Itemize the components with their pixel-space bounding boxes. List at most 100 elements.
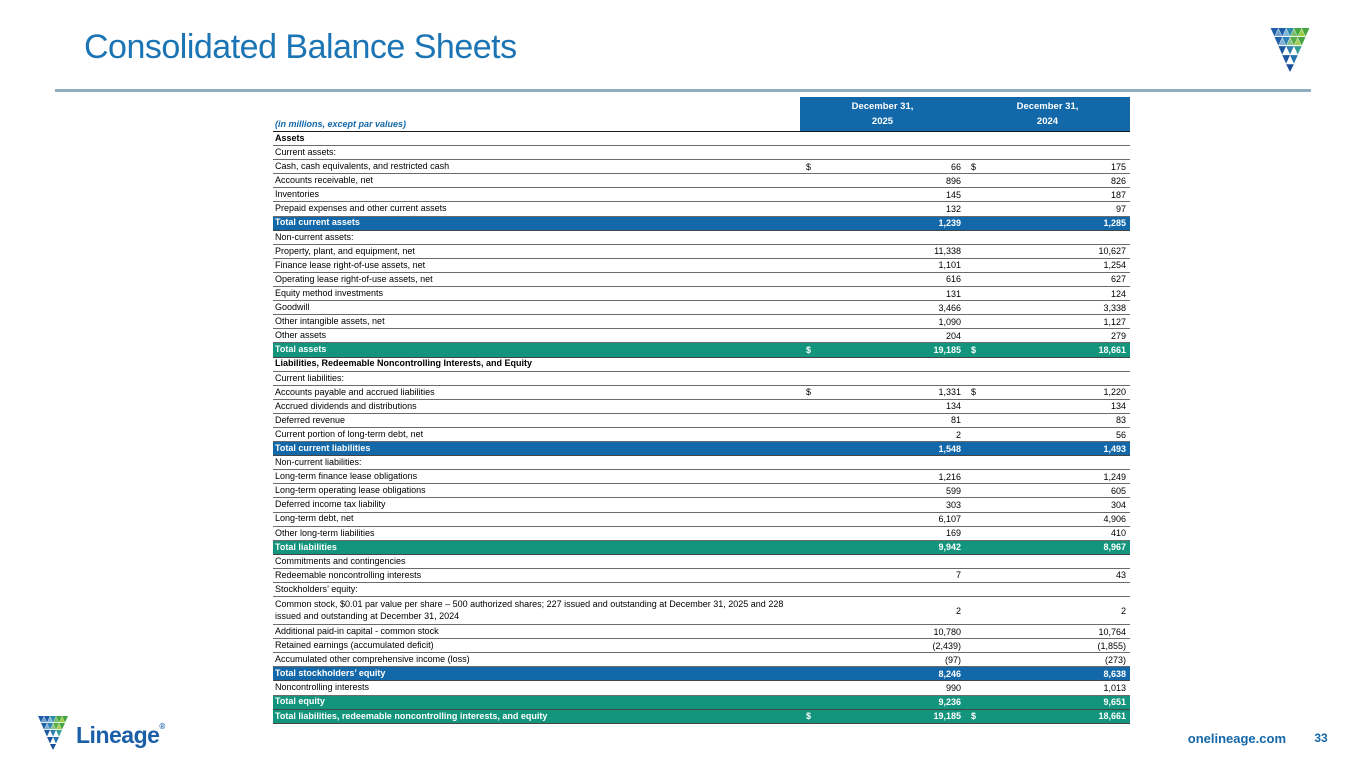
value-number: 303: [945, 499, 961, 510]
value-2024: 124: [965, 289, 1130, 299]
value-2024: $18,661: [965, 711, 1130, 721]
row-label: Total liabilities, redeemable noncontrol…: [275, 710, 548, 721]
value-2024: (273): [965, 655, 1130, 665]
value-2025: 145: [800, 190, 965, 200]
row-label: Deferred revenue: [275, 414, 346, 425]
table-row: Cash, cash equivalents, and restricted c…: [273, 160, 1130, 175]
row-label: Non-current assets:: [275, 231, 354, 242]
value-number: 81: [950, 415, 961, 426]
value-2024: 1,013: [965, 683, 1130, 693]
value-2025: 1,239: [800, 218, 965, 228]
table-row: Long-term debt, net 6,107 4,906: [273, 513, 1130, 527]
table-row: Current portion of long-term debt, net 2 5…: [273, 428, 1130, 443]
column-header-year: 2024: [1036, 116, 1059, 127]
value-number: 175: [1110, 161, 1126, 172]
table-row: Long-term operating lease obligations 599…: [273, 484, 1130, 499]
table-row: Other intangible assets, net 1,090 1,127: [273, 315, 1130, 330]
value-2024: 304: [965, 500, 1130, 510]
value-2024: (1,855): [965, 641, 1130, 651]
row-label: Noncontrolling interests: [275, 682, 370, 693]
value-number: 9,942: [938, 542, 961, 553]
value-2025: 8,246: [800, 669, 965, 679]
value-2024: 134: [965, 401, 1130, 411]
row-label: Cash, cash equivalents, and restricted c…: [275, 161, 450, 172]
value-number: 990: [945, 683, 961, 694]
value-2025: 131: [800, 289, 965, 299]
row-label: Non-current liabilities:: [275, 457, 362, 468]
row-label: Total equity: [275, 696, 325, 707]
value-2024: 56: [965, 430, 1130, 440]
value-number: 1,493: [1103, 443, 1126, 454]
value-2024: 1,493: [965, 444, 1130, 454]
value-2024: 1,254: [965, 260, 1130, 270]
column-header-2025: December 31, 2025: [800, 97, 965, 131]
value-number: 896: [945, 175, 961, 186]
balance-sheet-table: (in millions, except par values) Decembe…: [273, 97, 1130, 724]
table-row: Other long-term liabilities 169 410: [273, 527, 1130, 541]
value-2025: 2: [800, 430, 965, 440]
table-row: Noncontrolling interests 990 1,013: [273, 681, 1130, 696]
value-2025: $19,185: [800, 345, 965, 355]
row-label: Commitments and contingencies: [275, 555, 406, 566]
row-label: Current liabilities:: [275, 372, 345, 383]
table-row: Liabilities, Redeemable Noncontrolling I…: [273, 358, 1130, 372]
column-header-2024: December 31, 2024: [965, 97, 1130, 131]
table-row: Retained earnings (accumulated deficit) (…: [273, 639, 1130, 654]
value-2024: 83: [965, 415, 1130, 425]
page-number: 33: [1314, 731, 1328, 745]
value-number: 1,090: [938, 316, 961, 327]
value-number: 616: [945, 274, 961, 285]
value-2025: 616: [800, 274, 965, 284]
value-2025: (97): [800, 655, 965, 665]
table-row: Total equity 9,236 9,651: [273, 695, 1130, 710]
footer-url-link[interactable]: onelineage.com: [1187, 731, 1286, 746]
value-2025: $66: [800, 162, 965, 172]
value-number: 169: [945, 528, 961, 539]
value-number: 9,236: [938, 697, 961, 708]
value-2024: 279: [965, 331, 1130, 341]
value-number: 8,246: [938, 668, 961, 679]
table-row: Other assets 204 279: [273, 329, 1130, 344]
table-row: Current liabilities:: [273, 372, 1130, 386]
table-row: Redeemable noncontrolling interests 7 43: [273, 569, 1130, 583]
table-row: Total assets $19,185 $18,661: [273, 343, 1130, 358]
trademark-symbol: ®: [159, 722, 165, 731]
row-label: Prepaid expenses and other current asset…: [275, 203, 447, 214]
value-2025: 132: [800, 204, 965, 214]
row-label: Total current liabilities: [275, 442, 371, 453]
table-row: Total current assets 1,239 1,285: [273, 216, 1130, 231]
value-number: 11,338: [934, 246, 961, 257]
value-2025: 1,090: [800, 317, 965, 327]
value-number: 10,764: [1098, 626, 1126, 637]
table-row: Total liabilities, redeemable noncontrol…: [273, 709, 1130, 724]
table-rows: Assets Current assets: Cash, cash equivale…: [273, 131, 1130, 724]
table-row: Total current liabilities 1,548 1,493: [273, 442, 1130, 457]
row-label: Goodwill: [275, 302, 310, 313]
value-number: 124: [1110, 288, 1126, 299]
value-number: 187: [1110, 189, 1126, 200]
value-number: 134: [945, 401, 961, 412]
value-2025: 11,338: [800, 246, 965, 256]
table-row: Prepaid expenses and other current asset…: [273, 202, 1130, 217]
value-2025: 169: [800, 528, 965, 538]
value-2024: 97: [965, 204, 1130, 214]
value-number: 18,661: [1098, 711, 1126, 722]
table-row: Stockholders’ equity:: [273, 583, 1130, 598]
value-number: 4,906: [1103, 514, 1126, 525]
column-header-date: December 31,: [1016, 101, 1079, 112]
currency-symbol: $: [971, 711, 977, 722]
row-label: Liabilities, Redeemable Noncontrolling I…: [275, 358, 533, 369]
value-number: 1,254: [1103, 260, 1126, 271]
value-2025: 896: [800, 176, 965, 186]
lineage-wordmark: Lineage®: [76, 722, 165, 748]
value-number: 304: [1110, 499, 1126, 510]
row-label: Additional paid-in capital - common stoc…: [275, 626, 439, 637]
value-number: 204: [945, 330, 961, 341]
value-number: 9,651: [1103, 697, 1126, 708]
value-number: 97: [1115, 204, 1126, 215]
value-2025: 990: [800, 683, 965, 693]
value-number: 19,185: [933, 344, 961, 355]
column-header-date: December 31,: [851, 101, 914, 112]
value-number: 6,107: [938, 514, 961, 525]
row-label: Current assets:: [275, 147, 337, 158]
